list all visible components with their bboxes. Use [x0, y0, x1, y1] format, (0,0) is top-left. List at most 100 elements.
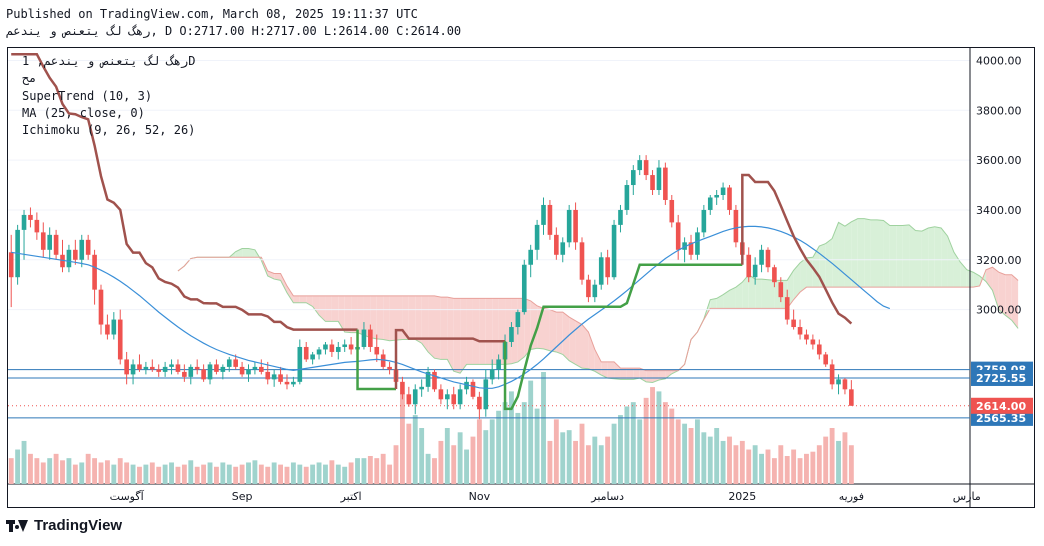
cloud-segment: [325, 295, 332, 322]
candle-body: [28, 214, 33, 220]
cloud-segment: [748, 274, 756, 309]
candle-body: [259, 366, 264, 372]
candle: [98, 284, 104, 335]
candle: [541, 197, 546, 235]
volume-bar: [829, 428, 835, 484]
candle-body: [220, 366, 226, 372]
candle: [432, 369, 437, 392]
candle: [297, 339, 303, 385]
candle-body: [509, 327, 514, 342]
candle-body: [303, 346, 309, 360]
candle: [342, 339, 348, 352]
cloud-segment: [838, 222, 845, 288]
candle: [246, 364, 251, 382]
candle: [624, 180, 630, 215]
candle-body: [554, 234, 559, 255]
cloud-segment: [941, 228, 948, 288]
cloud-segment: [460, 298, 467, 374]
candle-body: [720, 187, 726, 195]
cloud-segment: [761, 279, 768, 309]
candle: [400, 376, 405, 400]
cloud-segment: [998, 272, 1006, 316]
candle-body: [175, 364, 181, 372]
candle-body: [92, 254, 97, 290]
x-tick-label: آگوست: [110, 489, 145, 503]
volume-bar: [694, 419, 700, 484]
tradingview-brand[interactable]: TradingView: [6, 517, 122, 534]
candle: [669, 194, 675, 228]
volume-bar: [226, 464, 232, 484]
volume-bar: [213, 466, 219, 484]
candle-body: [707, 197, 713, 210]
senkou-b-line: [177, 256, 1019, 372]
candle-body: [675, 222, 681, 250]
cloud-segment: [646, 370, 653, 383]
candle: [66, 244, 72, 273]
price-chart[interactable]: 3000.00 3200.00 3400.00 3600.00 3800.00 4000.…: [8, 48, 1034, 507]
candle: [259, 359, 264, 375]
candle-body: [451, 394, 457, 405]
volume-bar: [406, 423, 412, 484]
candle: [438, 384, 444, 405]
candle: [573, 202, 578, 250]
cloud-segment: [902, 224, 910, 288]
candle-body: [239, 366, 245, 375]
legend-ma[interactable]: MA (25, close, 0): [22, 106, 145, 120]
cloud-segment: [934, 226, 942, 288]
legend-ichimoku[interactable]: Ichimoku (9, 26, 52, 26): [22, 123, 196, 137]
volume-bar: [521, 402, 527, 484]
candle: [79, 234, 85, 268]
x-tick-label: دسامبر: [590, 490, 624, 503]
cloud-segment: [338, 295, 345, 333]
volume-bar: [682, 423, 688, 484]
candle-body: [579, 242, 585, 280]
volume-bar: [28, 453, 33, 484]
candle: [701, 204, 707, 238]
candle-body: [53, 234, 59, 255]
candle: [34, 212, 40, 240]
candle-body: [489, 369, 495, 380]
cloud-segment: [524, 298, 531, 357]
candle-body: [733, 209, 739, 243]
candle-body: [842, 379, 848, 390]
cloud-segment: [896, 225, 903, 288]
volume-bar: [399, 393, 405, 484]
cloud-segment: [633, 368, 640, 380]
candle: [457, 384, 463, 410]
candle: [451, 386, 457, 410]
candle-body: [445, 394, 450, 400]
volume-bar: [842, 432, 848, 484]
candle: [797, 319, 803, 340]
candle-body: [765, 249, 771, 268]
candle: [40, 222, 46, 258]
x-tick-label: اکتبر: [340, 490, 362, 503]
supertrend-up-line: [503, 263, 743, 411]
cloud-segment: [440, 297, 448, 360]
candle: [21, 209, 27, 260]
cloud-segment: [235, 248, 243, 258]
candle: [547, 199, 553, 240]
candle: [143, 361, 149, 375]
y-tick-label: 3400.00: [976, 204, 1022, 217]
candle: [201, 364, 206, 382]
volume-bar: [778, 445, 784, 484]
y-tick-label: 3600.00: [976, 154, 1022, 167]
candle: [220, 364, 226, 380]
candle-body: [566, 209, 572, 243]
volume-bar: [816, 445, 822, 484]
candle: [124, 351, 129, 385]
volume-bar: [169, 462, 174, 484]
candle-body: [470, 381, 476, 397]
candle: [477, 391, 482, 420]
chart-frame[interactable]: 3000.00 3200.00 3400.00 3600.00 3800.00 4000.…: [7, 47, 1035, 508]
candle-body: [637, 160, 643, 171]
volume-bar: [585, 445, 591, 484]
candle: [842, 378, 848, 395]
price-tag: 2565.35: [971, 409, 1033, 426]
candle-body: [21, 214, 27, 230]
legend-supertrend[interactable]: SuperTrend (10, 3): [22, 89, 153, 103]
cloud-segment: [562, 312, 570, 361]
candle-body: [727, 187, 732, 210]
candle: [675, 214, 681, 260]
candle-body: [368, 329, 373, 347]
